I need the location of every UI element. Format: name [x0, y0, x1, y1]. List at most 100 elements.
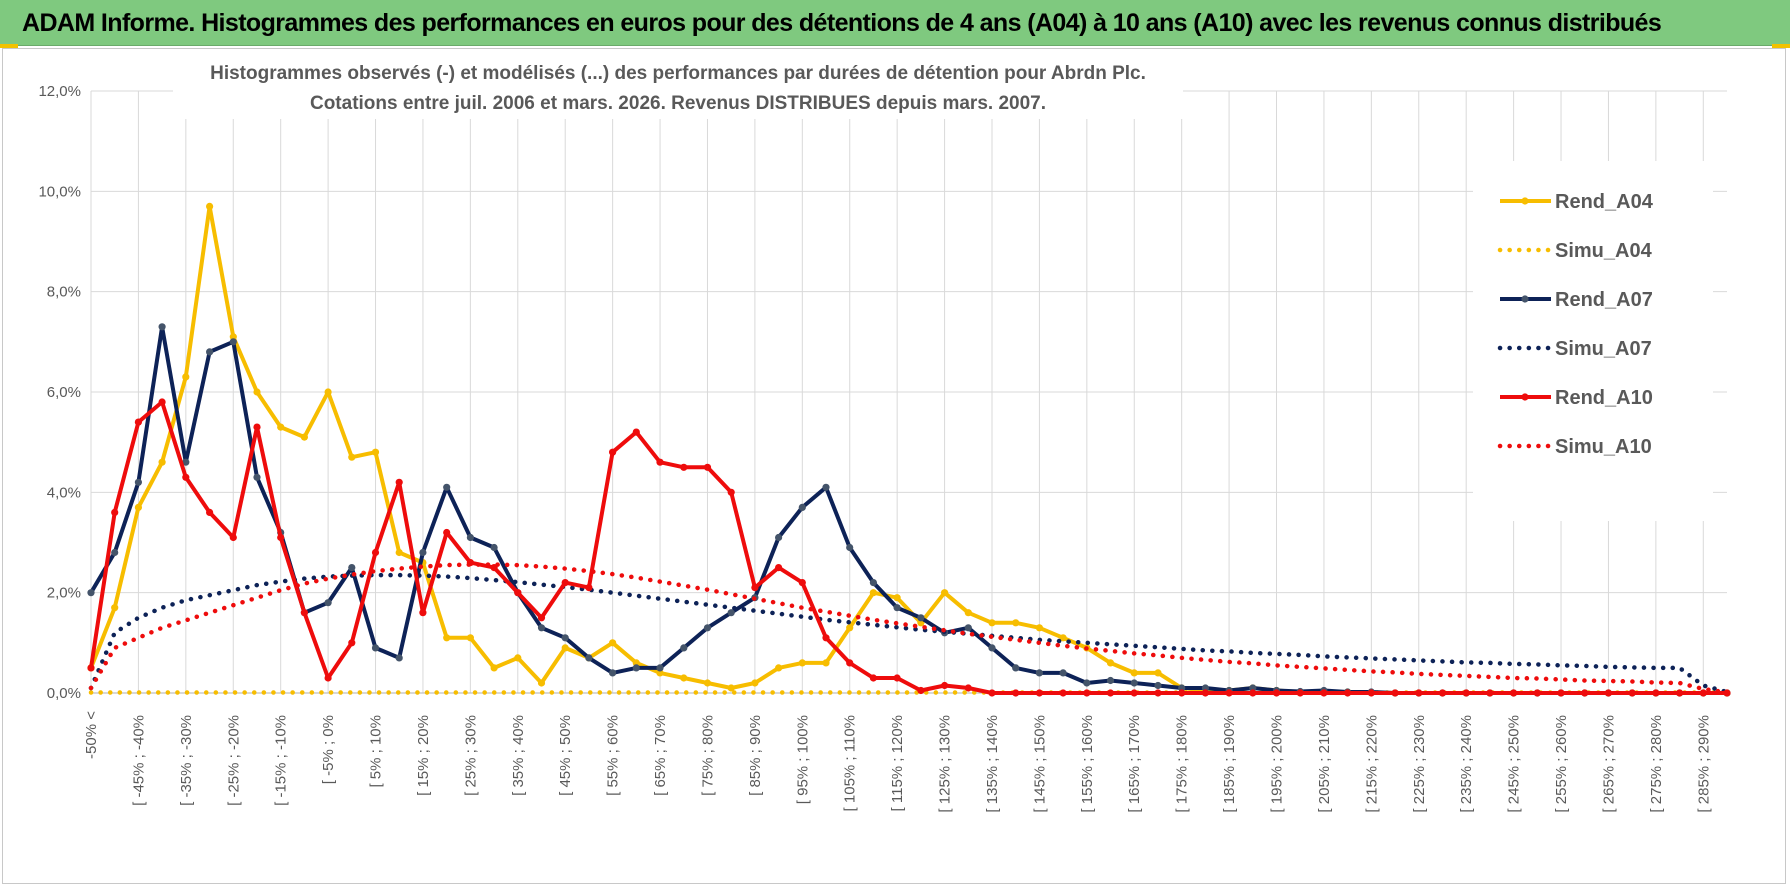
x-tick-label: [ 275% ; 280%: [1648, 715, 1665, 813]
data-point-rend-a10: [300, 609, 308, 617]
data-point-rend-a07: [466, 533, 474, 542]
data-point-rend-a10: [585, 584, 593, 592]
chart-title-line-1: Histogrammes observés (-) et modélisés (…: [210, 63, 1146, 84]
data-point-rend-a10: [1130, 689, 1138, 697]
data-point-rend-a04: [324, 388, 332, 396]
series-line-rend-a10: [89, 400, 1727, 695]
data-point-rend-a10: [846, 659, 854, 667]
series-line-simu-a10: [88, 562, 1730, 695]
data-point-rend-a07: [253, 473, 261, 481]
data-point-rend-a10: [371, 548, 380, 557]
data-point-rend-a07: [822, 483, 830, 491]
data-point-rend-a07: [111, 548, 119, 557]
data-point-rend-a07: [87, 589, 95, 597]
series-line-simu-a07: [88, 572, 1730, 695]
data-point-rend-a07: [585, 654, 593, 662]
data-point-rend-a10: [182, 473, 190, 481]
data-point-rend-a10: [1510, 689, 1518, 697]
data-point-rend-a10: [1344, 689, 1352, 697]
y-tick-label: 0,0%: [47, 685, 81, 702]
data-point-rend-a04: [775, 664, 783, 672]
x-tick-label: [ 165% ; 170%: [1126, 715, 1143, 813]
data-point-rend-a07: [846, 543, 854, 552]
data-point-rend-a10: [158, 398, 166, 406]
data-point-rend-a07: [182, 458, 190, 466]
data-point-rend-a04: [1106, 659, 1115, 667]
y-tick-label: 4,0%: [47, 484, 81, 501]
data-point-rend-a04: [632, 659, 640, 667]
data-point-rend-a07: [490, 543, 498, 552]
y-tick-label: 2,0%: [47, 585, 81, 602]
data-point-rend-a07: [158, 323, 166, 331]
data-point-rend-a10: [1462, 689, 1470, 697]
x-tick-label: [ 175% ; 180%: [1174, 715, 1191, 813]
data-point-rend-a10: [514, 589, 522, 597]
data-point-rend-a04: [537, 679, 546, 687]
data-point-rend-a04: [371, 448, 380, 456]
data-point-rend-a04: [277, 423, 285, 431]
y-tick-label: 10,0%: [38, 183, 81, 200]
data-point-rend-a10: [893, 674, 901, 682]
data-point-rend-a10: [1225, 689, 1233, 697]
legend-label-simu-a10: Simu_A10: [1555, 436, 1652, 458]
data-point-rend-a10: [798, 579, 806, 587]
data-point-rend-a04: [846, 624, 854, 632]
data-point-rend-a07: [656, 664, 664, 672]
data-point-rend-a07: [1249, 684, 1257, 692]
data-point-rend-a04: [182, 373, 190, 381]
x-axis: -50% < [ -45% ; -40% [ -35% ; -30% [ -25% ;…: [83, 692, 1727, 813]
x-tick-label: [ 245% ; 250%: [1506, 715, 1523, 813]
data-point-rend-a07: [893, 604, 901, 612]
report-banner: ADAM Informe. Histogrammes des performan…: [0, 0, 1790, 46]
data-point-rend-a07: [1201, 684, 1209, 692]
data-point-rend-a07: [348, 564, 356, 572]
data-point-rend-a10: [229, 533, 237, 542]
data-point-rend-a07: [680, 644, 688, 652]
x-tick-label: [ 145% ; 150%: [1031, 715, 1048, 813]
data-point-rend-a07: [206, 348, 214, 356]
data-point-rend-a07: [561, 634, 569, 642]
x-tick-label: [ 205% ; 210%: [1316, 715, 1333, 813]
data-point-rend-a07: [1154, 681, 1162, 690]
chart-title-line-2: Cotations entre juil. 2006 et mars. 2026…: [310, 93, 1046, 114]
x-tick-label: [ 215% ; 220%: [1363, 715, 1380, 813]
data-point-rend-a10: [1486, 689, 1494, 697]
data-point-rend-a07: [988, 644, 996, 652]
x-tick-label: -50% <: [83, 711, 100, 759]
data-point-rend-a10: [1154, 689, 1162, 697]
x-tick-label: [ 85% ; 90%: [747, 715, 764, 796]
data-point-rend-a10: [1699, 689, 1707, 697]
data-point-rend-a10: [941, 681, 949, 690]
legend-label-rend-a10: Rend_A10: [1555, 387, 1653, 409]
data-point-rend-a10: [1059, 689, 1067, 697]
data-point-rend-a10: [609, 448, 617, 456]
data-point-rend-a07: [1106, 676, 1115, 685]
data-point-rend-a10: [1367, 689, 1375, 697]
data-point-rend-a07: [134, 478, 142, 486]
data-point-rend-a04: [514, 654, 522, 662]
data-point-rend-a04: [395, 548, 403, 557]
x-tick-label: [ 45% ; 50%: [557, 715, 574, 796]
data-point-rend-a07: [609, 669, 617, 677]
legend-marker-rend-a04: [1521, 197, 1529, 205]
x-tick-label: [ 15% ; 20%: [415, 715, 432, 796]
data-point-rend-a07: [727, 609, 735, 617]
x-tick-label: [ 285% ; 290%: [1695, 715, 1712, 813]
data-point-rend-a10: [632, 428, 640, 436]
x-tick-label: [ 75% ; 80%: [700, 715, 717, 796]
x-tick-label: [ 55% ; 60%: [605, 715, 622, 796]
legend-label-simu-a04: Simu_A04: [1555, 240, 1653, 262]
data-point-rend-a07: [703, 624, 712, 632]
data-point-rend-a07: [1035, 669, 1043, 677]
data-point-rend-a10: [1391, 689, 1399, 697]
data-point-rend-a10: [703, 463, 712, 471]
data-point-rend-a10: [751, 584, 759, 592]
data-point-rend-a10: [1320, 689, 1328, 697]
data-point-rend-a07: [798, 503, 806, 511]
x-tick-label: [ 265% ; 270%: [1600, 715, 1617, 813]
data-point-rend-a04: [158, 458, 166, 466]
data-point-rend-a04: [656, 669, 664, 677]
data-point-rend-a07: [229, 338, 237, 346]
x-tick-label: [ -45% ; -40%: [130, 715, 147, 806]
legend-marker-rend-a10: [1521, 393, 1529, 401]
